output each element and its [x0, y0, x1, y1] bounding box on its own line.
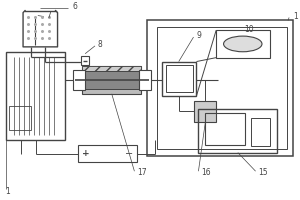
Bar — [157, 27, 287, 149]
Text: 16: 16 — [201, 168, 211, 177]
Text: 8: 8 — [98, 40, 103, 49]
Text: +: + — [82, 149, 90, 158]
Text: 15: 15 — [259, 168, 268, 177]
Bar — [194, 101, 216, 122]
Text: 10: 10 — [244, 25, 254, 34]
Bar — [73, 70, 85, 90]
Text: 1: 1 — [293, 12, 298, 21]
Bar — [162, 62, 196, 96]
Bar — [205, 113, 245, 145]
Bar — [81, 56, 89, 65]
Ellipse shape — [224, 36, 262, 52]
Bar — [9, 106, 31, 130]
Text: 1: 1 — [5, 187, 10, 196]
Bar — [198, 109, 277, 153]
Text: 17: 17 — [137, 168, 147, 177]
Bar — [251, 118, 270, 146]
Text: 6: 6 — [72, 2, 77, 11]
Bar — [82, 71, 141, 89]
Bar — [216, 30, 270, 58]
Bar — [139, 70, 151, 90]
Text: 7: 7 — [47, 11, 52, 20]
Bar — [6, 52, 65, 140]
Bar — [166, 65, 193, 92]
Text: −: − — [125, 149, 134, 159]
Bar — [78, 145, 137, 162]
Bar — [82, 66, 141, 82]
Text: 9: 9 — [196, 31, 201, 40]
Bar — [147, 20, 293, 156]
Bar — [82, 66, 141, 94]
